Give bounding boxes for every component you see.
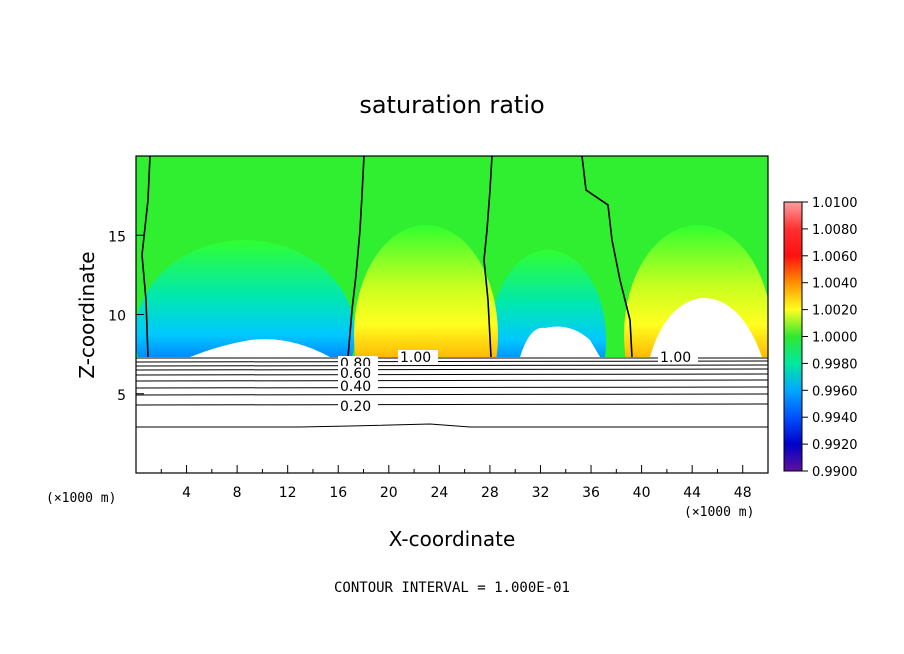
contour-label-0.60: 0.60 xyxy=(340,366,371,382)
x-unit-left: (×1000 m) xyxy=(46,491,116,506)
colorbar-label: 1.0060 xyxy=(812,250,858,265)
warm-region-left xyxy=(354,225,498,357)
contour-label-0.20: 0.20 xyxy=(340,399,371,415)
x-axis-title: X-coordinate xyxy=(389,527,516,551)
colorbar-label: 0.9920 xyxy=(812,438,858,453)
cool-region-middle xyxy=(490,250,606,357)
y-tick-label: 5 xyxy=(117,388,126,404)
contour-1.00-line-a xyxy=(141,156,151,357)
colorbar-label: 0.9900 xyxy=(812,465,858,480)
x-tick-label: 32 xyxy=(532,485,550,501)
contour-labels: 1.00 1.00 0.80 0.60 0.40 0.20 xyxy=(338,350,698,415)
y-tick-label: 10 xyxy=(108,309,126,325)
white-cap-middle xyxy=(520,326,600,357)
y-axis-title: Z-coordinate xyxy=(75,251,99,378)
colorbar-label: 1.0020 xyxy=(812,304,858,319)
colorbar-label: 0.9960 xyxy=(812,384,858,399)
contour-1.00-line-d xyxy=(581,156,633,357)
y-axis-ticks: 5 10 15 xyxy=(108,229,144,404)
x-tick-label: 48 xyxy=(734,485,752,501)
x-tick-label: 36 xyxy=(582,485,600,501)
cool-region-left xyxy=(136,240,355,357)
contour-interval-note: CONTOUR INTERVAL = 1.000E-01 xyxy=(334,580,570,596)
x-tick-label: 12 xyxy=(279,485,297,501)
y-tick-label: 15 xyxy=(108,229,126,245)
x-axis-ticks: 4 8 12 16 20 24 28 32 36 40 44 48 xyxy=(160,465,752,501)
colorbar-labels: 1.0100 1.0080 1.0060 1.0040 1.0020 1.0000 0.99… xyxy=(802,196,858,480)
x-tick-label: 20 xyxy=(380,485,398,501)
x-tick-label: 16 xyxy=(329,485,347,501)
colorbar-label: 0.9980 xyxy=(812,357,858,372)
x-tick-label: 8 xyxy=(233,485,242,501)
lower-contours xyxy=(136,357,768,428)
colorbar-label: 0.9940 xyxy=(812,411,858,426)
x-tick-label: 44 xyxy=(683,485,701,501)
colorbar-label: 1.0000 xyxy=(812,331,858,346)
contour-label-1.00-right: 1.00 xyxy=(660,350,691,366)
x-tick-label: 40 xyxy=(633,485,651,501)
contour-label-1.00: 1.00 xyxy=(400,350,431,366)
contour-label-0.40: 0.40 xyxy=(340,379,371,395)
white-cap-left xyxy=(190,339,330,357)
x-tick-label: 4 xyxy=(182,485,191,501)
colorbar-label: 1.0100 xyxy=(812,196,858,211)
x-tick-label: 24 xyxy=(430,485,448,501)
colorbar-label: 1.0080 xyxy=(812,223,858,238)
x-tick-label: 28 xyxy=(481,485,499,501)
white-cap-right xyxy=(650,297,762,357)
colorbar xyxy=(783,201,803,472)
colorbar-label: 1.0040 xyxy=(812,277,858,292)
contour-1.00-line-b xyxy=(347,156,365,357)
contour-1.00-line-c xyxy=(483,156,493,357)
x-unit-right: (×1000 m) xyxy=(684,505,754,520)
chart-title: saturation ratio xyxy=(359,91,544,119)
field-shading xyxy=(136,156,768,357)
